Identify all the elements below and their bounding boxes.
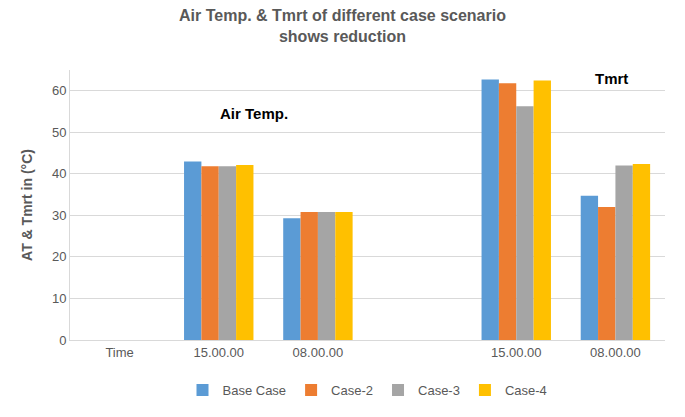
svg-text:20: 20 xyxy=(52,249,66,264)
svg-text:60: 60 xyxy=(52,83,66,98)
svg-text:40: 40 xyxy=(52,166,66,181)
svg-text:15.00.00: 15.00.00 xyxy=(193,345,244,360)
svg-text:AT & Tmrt in (°C): AT & Tmrt in (°C) xyxy=(19,149,35,261)
svg-text:08.00.00: 08.00.00 xyxy=(590,345,641,360)
svg-text:Case-3: Case-3 xyxy=(418,383,460,398)
svg-text:Case-2: Case-2 xyxy=(331,383,373,398)
svg-text:Tmrt: Tmrt xyxy=(595,70,628,87)
svg-text:08.00.00: 08.00.00 xyxy=(293,345,344,360)
svg-text:50: 50 xyxy=(52,125,66,140)
svg-text:10: 10 xyxy=(52,291,66,306)
svg-text:30: 30 xyxy=(52,208,66,223)
svg-text:Air Temp.: Air Temp. xyxy=(220,105,288,122)
svg-text:Base Case: Base Case xyxy=(223,383,287,398)
svg-text:Air Temp. & Tmrt of different: Air Temp. & Tmrt of different case scena… xyxy=(179,7,506,45)
svg-text:Case-4: Case-4 xyxy=(505,383,547,398)
svg-text:0: 0 xyxy=(59,333,66,348)
svg-text:15.00.00: 15.00.00 xyxy=(491,345,542,360)
svg-text:Time: Time xyxy=(105,345,133,360)
